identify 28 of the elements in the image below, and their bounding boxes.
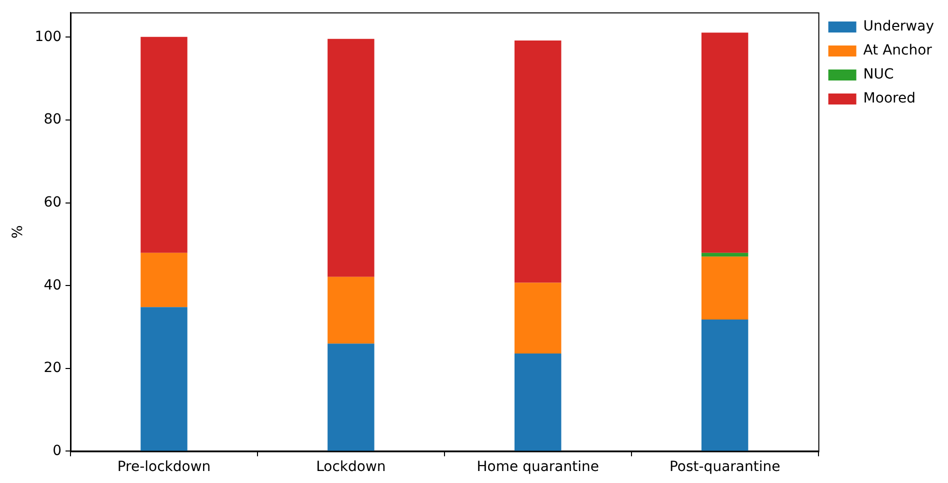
- x-tick-label: Lockdown: [316, 459, 386, 476]
- y-tick-label: 40: [44, 277, 62, 294]
- bar: [140, 252, 188, 308]
- bar: [514, 40, 562, 283]
- bar: [514, 282, 562, 354]
- bar: [701, 32, 748, 253]
- y-tick-label: 60: [44, 194, 62, 210]
- x-tick-label: Home quarantine: [476, 459, 599, 476]
- bar: [701, 252, 748, 257]
- bar: [514, 354, 562, 451]
- y-tick-label: 100: [34, 28, 62, 45]
- y-tick-label: 80: [44, 112, 62, 128]
- y-tick-label: 0: [52, 442, 62, 459]
- legend-label: Underway: [863, 18, 934, 35]
- bar: [701, 256, 748, 320]
- x-tick-label: Post-quarantine: [669, 459, 780, 476]
- bar: [328, 38, 374, 277]
- y-tick-label: 20: [44, 360, 62, 376]
- bar: [701, 320, 748, 451]
- x-tick-label: Pre-lockdown: [117, 459, 211, 476]
- legend-label: At Anchor: [863, 42, 932, 59]
- legend-label: NUC: [863, 66, 894, 83]
- y-axis-title: %: [10, 225, 26, 238]
- bar: [328, 344, 374, 451]
- legend-label: Moored: [863, 90, 916, 107]
- bar: [328, 276, 374, 344]
- bar: [140, 307, 188, 451]
- bar: [140, 36, 188, 253]
